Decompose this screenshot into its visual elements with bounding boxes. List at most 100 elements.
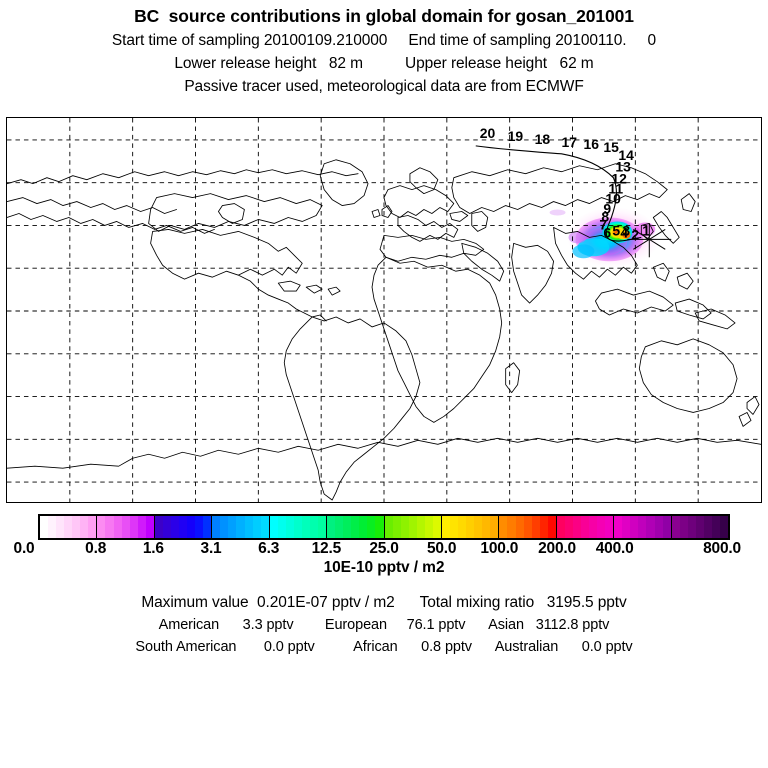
- colorbar-band-0-5: [80, 516, 89, 538]
- colorbar[interactable]: [38, 514, 730, 540]
- trajectory-label-11: 11: [608, 181, 623, 197]
- colorbar-band-2-1: [162, 516, 171, 538]
- colorbar-band-5-2: [343, 516, 352, 538]
- colorbar-band-5-5: [367, 516, 376, 538]
- colorbar-band-4-5: [310, 516, 319, 538]
- colorbar-tick-10: 400.0: [595, 540, 634, 557]
- trajectory-label-4: 4: [620, 224, 628, 240]
- colorbar-band-1-3: [121, 516, 130, 538]
- colorbar-band-0-6: [88, 516, 97, 538]
- colorbar-segment-11: [671, 516, 729, 538]
- colorbar-band-11-3: [695, 516, 704, 538]
- colorbar-band-3-1: [220, 516, 229, 538]
- colorbar-tick-9: 200.0: [538, 540, 576, 557]
- colorbar-tick-2: 1.6: [142, 540, 164, 557]
- sampling-time-line: Start time of sampling 20100109.210000 E…: [111, 32, 657, 49]
- colorbar-band-8-2: [515, 516, 524, 538]
- colorbar-band-11-4: [703, 516, 712, 538]
- colorbar-band-11-1: [679, 516, 688, 538]
- colorbar-band-1-1: [105, 516, 114, 538]
- colorbar-band-3-2: [228, 516, 237, 538]
- colorbar-band-10-0: [614, 516, 623, 538]
- trajectory-label-12: 12: [611, 171, 627, 187]
- colorbar-band-11-5: [711, 516, 721, 538]
- colorbar-band-6-2: [400, 516, 409, 538]
- trajectory-label-2: 2: [631, 226, 639, 242]
- coastlines: [7, 159, 761, 501]
- colorbar-band-6-5: [424, 516, 433, 538]
- colorbar-band-6-4: [416, 516, 425, 538]
- colorbar-band-1-5: [137, 516, 146, 538]
- world-map-panel[interactable]: 20 19 18 17 16 15 14 13 12 11 10 9 8 7 6 5 4 3 2 1: [6, 117, 762, 503]
- colorbar-segment-0: [40, 516, 98, 538]
- colorbar-band-0-2: [56, 516, 65, 538]
- trajectory-label-14: 14: [618, 147, 634, 163]
- colorbar-band-5-6: [375, 516, 384, 538]
- colorbar-band-1-2: [113, 516, 122, 538]
- colorbar-band-4-1: [277, 516, 286, 538]
- colorbar-band-9-2: [572, 516, 581, 538]
- colorbar-band-0-0: [40, 516, 49, 538]
- colorbar-band-9-1: [564, 516, 573, 538]
- colorbar-band-9-3: [580, 516, 590, 538]
- colorbar-segment-8: [499, 516, 557, 538]
- trajectory-label-1: 1: [642, 222, 650, 238]
- trajectory-label-10: 10: [605, 191, 621, 207]
- colorbar-band-3-6: [260, 516, 269, 538]
- colorbar-segment-5: [327, 516, 385, 538]
- colorbar-band-5-4: [359, 516, 368, 538]
- colorbar-band-10-3: [638, 516, 647, 538]
- colorbar-band-8-3: [523, 516, 532, 538]
- colorbar-band-8-6: [547, 516, 556, 538]
- colorbar-band-5-0: [327, 516, 336, 538]
- trajectory-label-8: 8: [601, 208, 609, 224]
- colorbar-segment-3: [212, 516, 270, 538]
- colorbar-band-8-0: [499, 516, 508, 538]
- colorbar-band-10-2: [630, 516, 639, 538]
- trajectory-label-17: 17: [562, 134, 578, 150]
- colorbar-band-7-6: [490, 516, 499, 538]
- colorbar-band-0-4: [72, 516, 81, 538]
- region-row-north: American 3.3 pptv European 76.1 pptv Asi…: [158, 617, 610, 633]
- plot-header: BC source contributions in global domain…: [0, 0, 768, 98]
- trajectory-label-20: 20: [480, 125, 496, 141]
- colorbar-band-11-0: [671, 516, 680, 538]
- colorbar-band-6-3: [408, 516, 417, 538]
- colorbar-tick-7: 50.0: [426, 540, 457, 557]
- trajectory-label-13: 13: [615, 159, 631, 175]
- colorbar-band-9-6: [605, 516, 614, 538]
- colorbar-band-0-3: [64, 516, 73, 538]
- colorbar-band-7-0: [441, 516, 451, 538]
- colorbar-band-6-6: [432, 516, 441, 538]
- colorbar-band-4-0: [269, 516, 278, 538]
- trajectory-label-6: 6: [603, 224, 611, 240]
- colorbar-band-2-2: [170, 516, 180, 538]
- colorbar-band-7-5: [482, 516, 491, 538]
- colorbar-band-7-1: [450, 516, 459, 538]
- back-trajectory: [475, 145, 642, 242]
- trajectory-label-7: 7: [599, 216, 607, 232]
- colorbar-tick-labels: 0.0 0.8 1.6 3.1 6.3 12.5 25.0 50.0 100.0 200.0 400…: [0, 540, 768, 562]
- colorbar-tick-3: 3.1: [200, 540, 222, 557]
- colorbar-band-1-0: [97, 516, 106, 538]
- colorbar-tick-8: 100.0: [480, 540, 519, 557]
- colorbar-band-9-0: [556, 516, 565, 538]
- statistics-block: Maximum value 0.201E-07 pptv / m2 Total …: [0, 592, 768, 658]
- trajectory-label-3: 3: [622, 222, 630, 238]
- colorbar-band-0-1: [48, 516, 57, 538]
- colorbar-tick-1: 0.8: [85, 540, 107, 557]
- colorbar-tick-6: 25.0: [369, 540, 399, 557]
- colorbar-band-8-5: [539, 516, 548, 538]
- colorbar-segment-10: [614, 516, 672, 538]
- colorbar-band-10-1: [622, 516, 631, 538]
- colorbar-band-2-3: [179, 516, 188, 538]
- colorbar-band-11-2: [687, 516, 696, 538]
- colorbar-band-6-0: [384, 516, 393, 538]
- colorbar-band-5-1: [335, 516, 344, 538]
- colorbar-segment-7: [441, 516, 500, 538]
- colorbar-segment-2: [154, 516, 213, 538]
- tracer-meteo-line: Passive tracer used, meteorological data…: [184, 78, 584, 95]
